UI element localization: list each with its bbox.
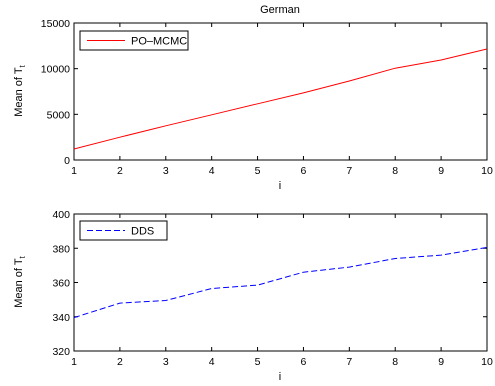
x-tick-label: 10: [481, 165, 493, 177]
y-tick-label: 400: [52, 209, 70, 221]
y-tick-label: 15000: [41, 18, 70, 30]
y-tick-label: 360: [52, 278, 70, 290]
x-tick-label: 9: [438, 165, 444, 177]
y-axis-title-subscript: t: [18, 64, 27, 67]
y-tick-label: 10000: [41, 64, 70, 76]
x-tick-label: 8: [392, 165, 398, 177]
y-axis-title-main: Mean of T: [13, 67, 25, 117]
x-tick-label: 1: [71, 356, 77, 368]
y-tick-label: 380: [52, 243, 70, 255]
y-axis-title: Mean of Tt: [13, 64, 27, 116]
legend-top: PO–MCMC: [79, 30, 189, 51]
x-tick-label: 5: [255, 356, 261, 368]
x-tick-label: 4: [209, 165, 215, 177]
x-tick-label: 3: [163, 165, 169, 177]
chart-top: German 1 2 3 4 5 6 7 8 9 10 0 5000 10000 15000 PO–MCM…: [13, 4, 493, 192]
x-tick-label: 4: [209, 356, 215, 368]
y-axis-title-main: Mean of T: [13, 258, 25, 308]
x-tick-label: 6: [301, 165, 307, 177]
x-axis-title: i: [279, 371, 281, 383]
y-tick-label: 340: [52, 312, 70, 324]
y-tick-label: 5000: [47, 109, 71, 121]
x-tick-label: 9: [438, 356, 444, 368]
legend-label: PO–MCMC: [131, 36, 187, 48]
legend-bottom: DDS: [79, 220, 168, 241]
svg-text:Mean of Tt: Mean of Tt: [13, 255, 27, 307]
plot-area-bottom: 1 2 3 4 5 6 7 8 9 10 320 340 360 380 400: [52, 209, 493, 368]
legend-box: [79, 30, 189, 51]
y-axis-title: Mean of Tt: [13, 255, 27, 307]
x-tick-label: 7: [346, 165, 352, 177]
x-tick-label: 8: [392, 356, 398, 368]
series-line: [73, 246, 488, 319]
axes-box: [73, 22, 488, 161]
x-tick-label: 1: [71, 165, 77, 177]
x-tick-label: 7: [346, 356, 352, 368]
legend-label: DDS: [131, 226, 154, 238]
x-tick-label: 2: [117, 165, 123, 177]
x-tick-label: 2: [117, 356, 123, 368]
x-axis-title: i: [279, 180, 281, 192]
x-tick-label: 3: [163, 356, 169, 368]
svg-text:Mean of Tt: Mean of Tt: [13, 64, 27, 116]
series-line: [73, 48, 488, 150]
x-tick-label: 5: [255, 165, 261, 177]
y-tick-label: 320: [52, 346, 70, 358]
chart-bottom: 1 2 3 4 5 6 7 8 9 10 320 340 360 380 400 DDS i Mean of…: [13, 209, 493, 383]
y-axis-title-subscript: t: [18, 255, 27, 258]
x-tick-label: 10: [481, 356, 493, 368]
x-tick-label: 6: [301, 356, 307, 368]
plot-area-top: 1 2 3 4 5 6 7 8 9 10 0 5000 10000 15000: [41, 18, 493, 177]
y-tick-label: 0: [64, 155, 70, 167]
chart-title: German: [260, 4, 300, 16]
